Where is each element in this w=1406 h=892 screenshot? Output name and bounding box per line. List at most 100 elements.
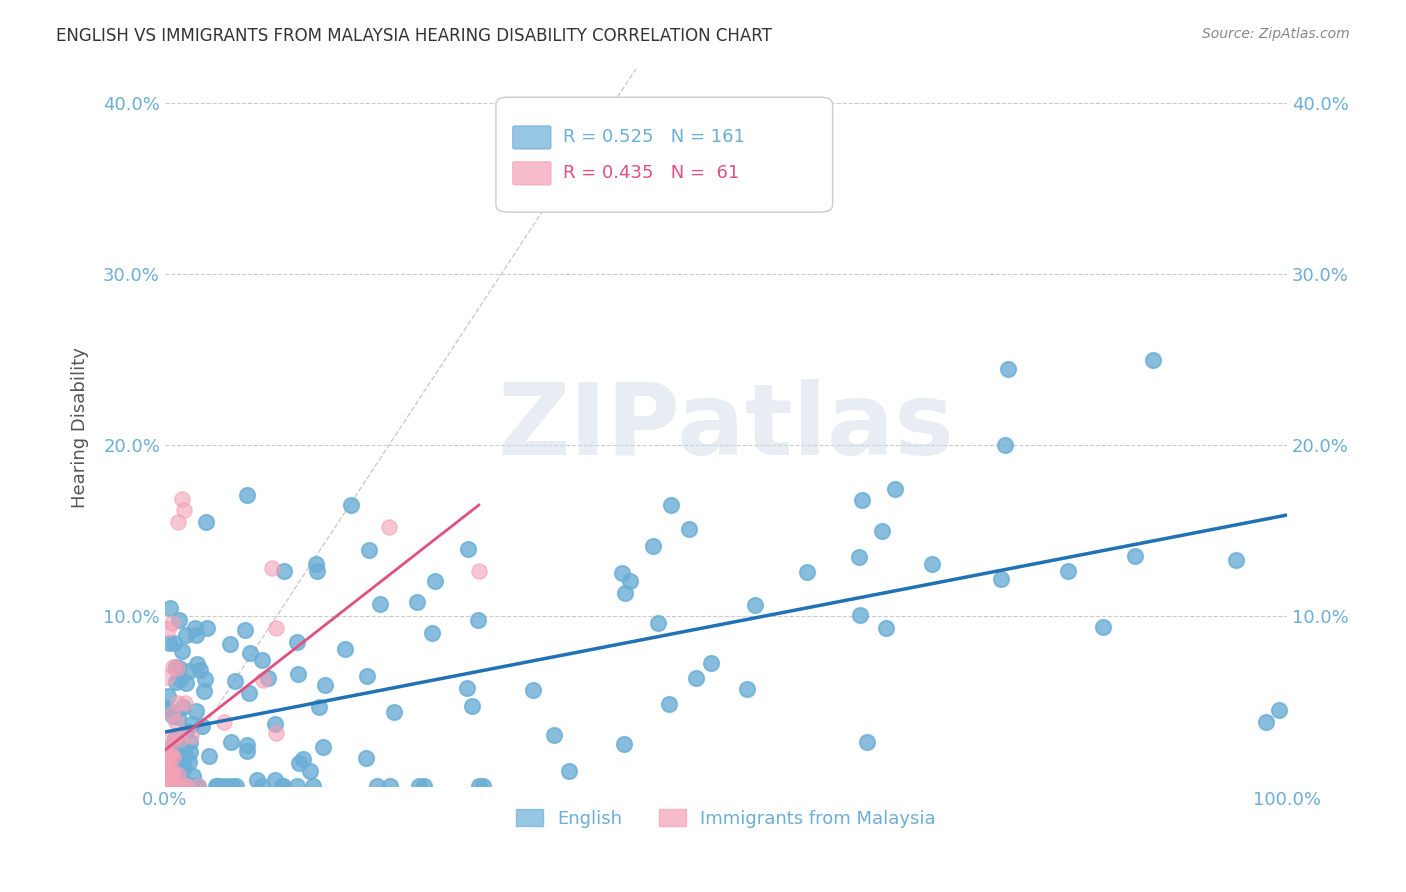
Point (156, 780, 179, 794)
Point (173, 749, 195, 764)
Point (165, 674, 187, 689)
Point (1225, 553, 1247, 567)
Point (170, 758, 193, 772)
Point (366, 780, 388, 794)
Point (155, 780, 177, 794)
Point (468, 564, 491, 578)
Point (271, 780, 294, 794)
Point (163, 636, 186, 650)
Point (219, 734, 242, 748)
Point (194, 515, 217, 529)
Point (423, 574, 446, 588)
Point (184, 780, 207, 794)
Point (678, 523, 700, 537)
Point (264, 621, 287, 635)
Point (299, 764, 322, 778)
Point (221, 780, 243, 794)
Point (457, 542, 479, 557)
Point (167, 710, 190, 724)
Point (160, 756, 183, 770)
Point (159, 600, 181, 615)
Point (160, 739, 183, 754)
Point (163, 775, 186, 789)
Point (181, 769, 204, 783)
Point (558, 764, 581, 778)
Point (166, 780, 188, 794)
Point (260, 561, 283, 575)
Point (184, 621, 207, 635)
Point (212, 715, 235, 730)
Point (468, 780, 491, 794)
Point (744, 599, 766, 613)
Point (170, 644, 193, 658)
Point (166, 780, 188, 794)
Point (167, 780, 190, 794)
Point (225, 780, 247, 794)
Point (174, 780, 197, 794)
Point (156, 780, 179, 794)
Point (167, 613, 190, 627)
Point (370, 597, 392, 611)
Point (288, 756, 311, 771)
Point (155, 766, 177, 780)
Point (423, 574, 446, 588)
Point (160, 749, 183, 764)
Point (236, 738, 259, 752)
Point (184, 780, 207, 794)
Point (382, 705, 405, 719)
Point (179, 735, 201, 749)
Point (165, 660, 187, 674)
Point (856, 735, 879, 749)
Point (285, 780, 308, 794)
Point (156, 780, 179, 794)
Point (685, 672, 707, 686)
Point (156, 780, 179, 794)
Point (166, 780, 188, 794)
Point (678, 523, 700, 537)
Point (357, 542, 380, 557)
Point (875, 621, 897, 635)
Point (172, 743, 194, 757)
Point (157, 780, 180, 794)
Point (848, 549, 870, 564)
Point (305, 557, 328, 571)
Point (218, 637, 240, 651)
Point (420, 625, 443, 640)
Point (658, 697, 681, 711)
Point (239, 646, 262, 660)
Point (613, 586, 636, 600)
Point (155, 780, 177, 794)
Point (172, 780, 194, 794)
Point (308, 699, 330, 714)
Point (165, 731, 187, 746)
Point (312, 740, 335, 755)
Point (176, 676, 198, 690)
Point (160, 780, 183, 794)
Point (165, 660, 187, 674)
Point (157, 780, 180, 794)
Point (156, 733, 179, 747)
Y-axis label: Hearing Disability: Hearing Disability (72, 347, 89, 508)
Point (193, 684, 215, 698)
Point (264, 726, 287, 740)
Point (157, 766, 180, 780)
Point (184, 704, 207, 718)
Point (252, 673, 274, 687)
Point (169, 780, 191, 794)
Point (157, 780, 180, 794)
Point (257, 671, 280, 685)
Point (170, 780, 193, 794)
Point (172, 780, 194, 794)
Point (173, 749, 195, 764)
Point (153, 780, 176, 794)
Point (883, 483, 905, 497)
Point (170, 492, 193, 507)
Point (647, 615, 669, 630)
Point (273, 564, 295, 578)
Point (173, 502, 195, 516)
Point (997, 361, 1019, 376)
Point (198, 749, 221, 764)
Point (658, 697, 681, 711)
Point (174, 780, 197, 794)
Point (472, 780, 495, 794)
